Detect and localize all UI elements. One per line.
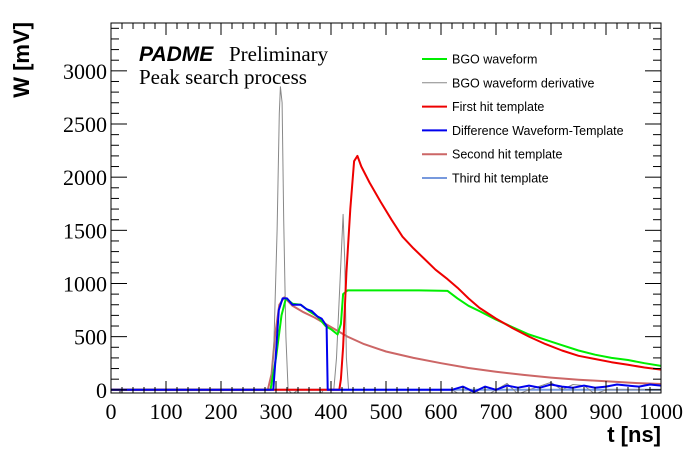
series-difference-waveform-template bbox=[111, 297, 661, 393]
y-axis-title: W [mV] bbox=[9, 22, 34, 98]
curves-layer bbox=[111, 86, 661, 393]
x-tick-label: 800 bbox=[535, 399, 568, 424]
x-tick-label: 0 bbox=[106, 399, 117, 424]
y-tick-label: 0 bbox=[96, 378, 107, 403]
x-tick-label: 900 bbox=[590, 399, 623, 424]
legend-label: First hit template bbox=[452, 100, 544, 114]
preliminary-label: Preliminary bbox=[229, 42, 329, 66]
series-bgo-waveform-derivative bbox=[111, 86, 661, 393]
y-tick-label: 1500 bbox=[63, 218, 107, 243]
x-tick-label: 100 bbox=[150, 399, 183, 424]
y-tick-labels: 0 500 1000 1500 2000 2500 3000 bbox=[63, 59, 107, 403]
x-tick-label: 300 bbox=[260, 399, 293, 424]
x-tick-label: 200 bbox=[205, 399, 238, 424]
x-tick-label: 600 bbox=[425, 399, 458, 424]
legend-label: BGO waveform bbox=[452, 53, 537, 67]
y-tick-label: 2500 bbox=[63, 112, 107, 137]
legend-label: Second hit template bbox=[452, 148, 563, 162]
x-axis-title: t [ns] bbox=[607, 422, 661, 447]
x-axis-ticks bbox=[110, 23, 662, 393]
experiment-label: PADME bbox=[139, 43, 214, 66]
y-axis-ticks bbox=[111, 27, 661, 391]
series-first-hit-template bbox=[111, 154, 661, 391]
x-tick-label: 400 bbox=[315, 399, 348, 424]
y-tick-label: 1000 bbox=[63, 271, 107, 296]
legend-label: Difference Waveform-Template bbox=[452, 124, 624, 138]
subtitle-label: Peak search process bbox=[139, 65, 307, 89]
x-tick-label: 700 bbox=[480, 399, 513, 424]
legend-label: BGO waveform derivative bbox=[452, 76, 594, 90]
y-tick-label: 2000 bbox=[63, 165, 107, 190]
y-tick-label: 3000 bbox=[63, 59, 107, 84]
x-tick-label: 500 bbox=[370, 399, 403, 424]
x-tick-label: 1000 bbox=[639, 399, 683, 424]
series-second-hit-template bbox=[111, 296, 661, 391]
legend: BGO waveform BGO waveform derivative First… bbox=[422, 53, 624, 186]
y-tick-label: 500 bbox=[74, 325, 107, 350]
series-bgo-waveform bbox=[111, 289, 661, 391]
x-tick-labels: 0 100 200 300 400 500 600 700 800 900 1000 bbox=[106, 399, 684, 424]
legend-label: Third hit template bbox=[452, 172, 549, 186]
